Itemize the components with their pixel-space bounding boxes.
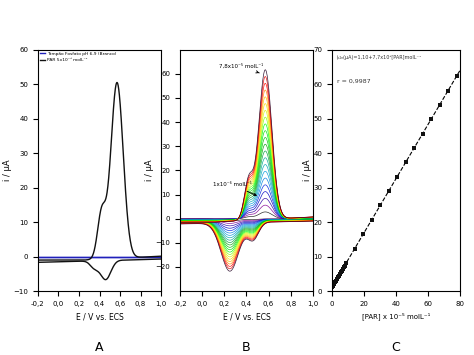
Point (328, 284, 336, 290)
Point (402, 159, 410, 165)
Point (335, 273, 343, 278)
Text: C: C (392, 342, 400, 354)
Y-axis label: i / μA: i / μA (3, 160, 12, 181)
Point (436, 102, 443, 108)
Point (339, 266, 346, 272)
Point (332, 278, 339, 284)
Text: 1x10⁻⁶ molL⁻¹: 1x10⁻⁶ molL⁻¹ (213, 182, 256, 196)
Text: A: A (95, 342, 104, 354)
Point (385, 188, 392, 194)
Point (334, 274, 341, 280)
Point (410, 145, 418, 151)
X-axis label: [PAR] x 10⁻⁵ molL⁻¹: [PAR] x 10⁻⁵ molL⁻¹ (362, 312, 430, 320)
Point (333, 276, 340, 282)
Y-axis label: i / μA: i / μA (303, 160, 312, 181)
Text: r = 0,9987: r = 0,9987 (337, 79, 371, 84)
Text: 7,8x10⁻⁵ molL⁻¹: 7,8x10⁻⁵ molL⁻¹ (219, 64, 263, 73)
Point (330, 281, 337, 287)
Point (337, 269, 345, 275)
Point (444, 88, 452, 93)
Point (419, 131, 427, 136)
Point (331, 279, 338, 285)
Point (342, 260, 350, 266)
Point (376, 203, 384, 208)
Point (368, 217, 375, 223)
Point (341, 263, 348, 268)
Point (351, 246, 358, 251)
Point (428, 116, 435, 122)
Legend: Tampão Fosfato pH 6,9 (Branco), PAR 5x10⁻⁵ molL⁻¹: Tampão Fosfato pH 6,9 (Branco), PAR 5x10… (40, 52, 116, 62)
Text: iₚ₂ₙ(μA)=1,10+7,7x10³[PAR]molL⁻¹: iₚ₂ₙ(μA)=1,10+7,7x10³[PAR]molL⁻¹ (337, 55, 422, 60)
Point (359, 231, 367, 237)
X-axis label: E / V vs. ECS: E / V vs. ECS (223, 312, 270, 321)
Y-axis label: i / μA: i / μA (145, 160, 154, 181)
Point (393, 174, 401, 180)
X-axis label: E / V vs. ECS: E / V vs. ECS (76, 312, 123, 321)
Point (453, 73, 460, 79)
Point (336, 271, 344, 277)
Text: B: B (242, 342, 251, 354)
Point (340, 264, 347, 270)
Point (338, 268, 346, 273)
Point (329, 283, 337, 289)
